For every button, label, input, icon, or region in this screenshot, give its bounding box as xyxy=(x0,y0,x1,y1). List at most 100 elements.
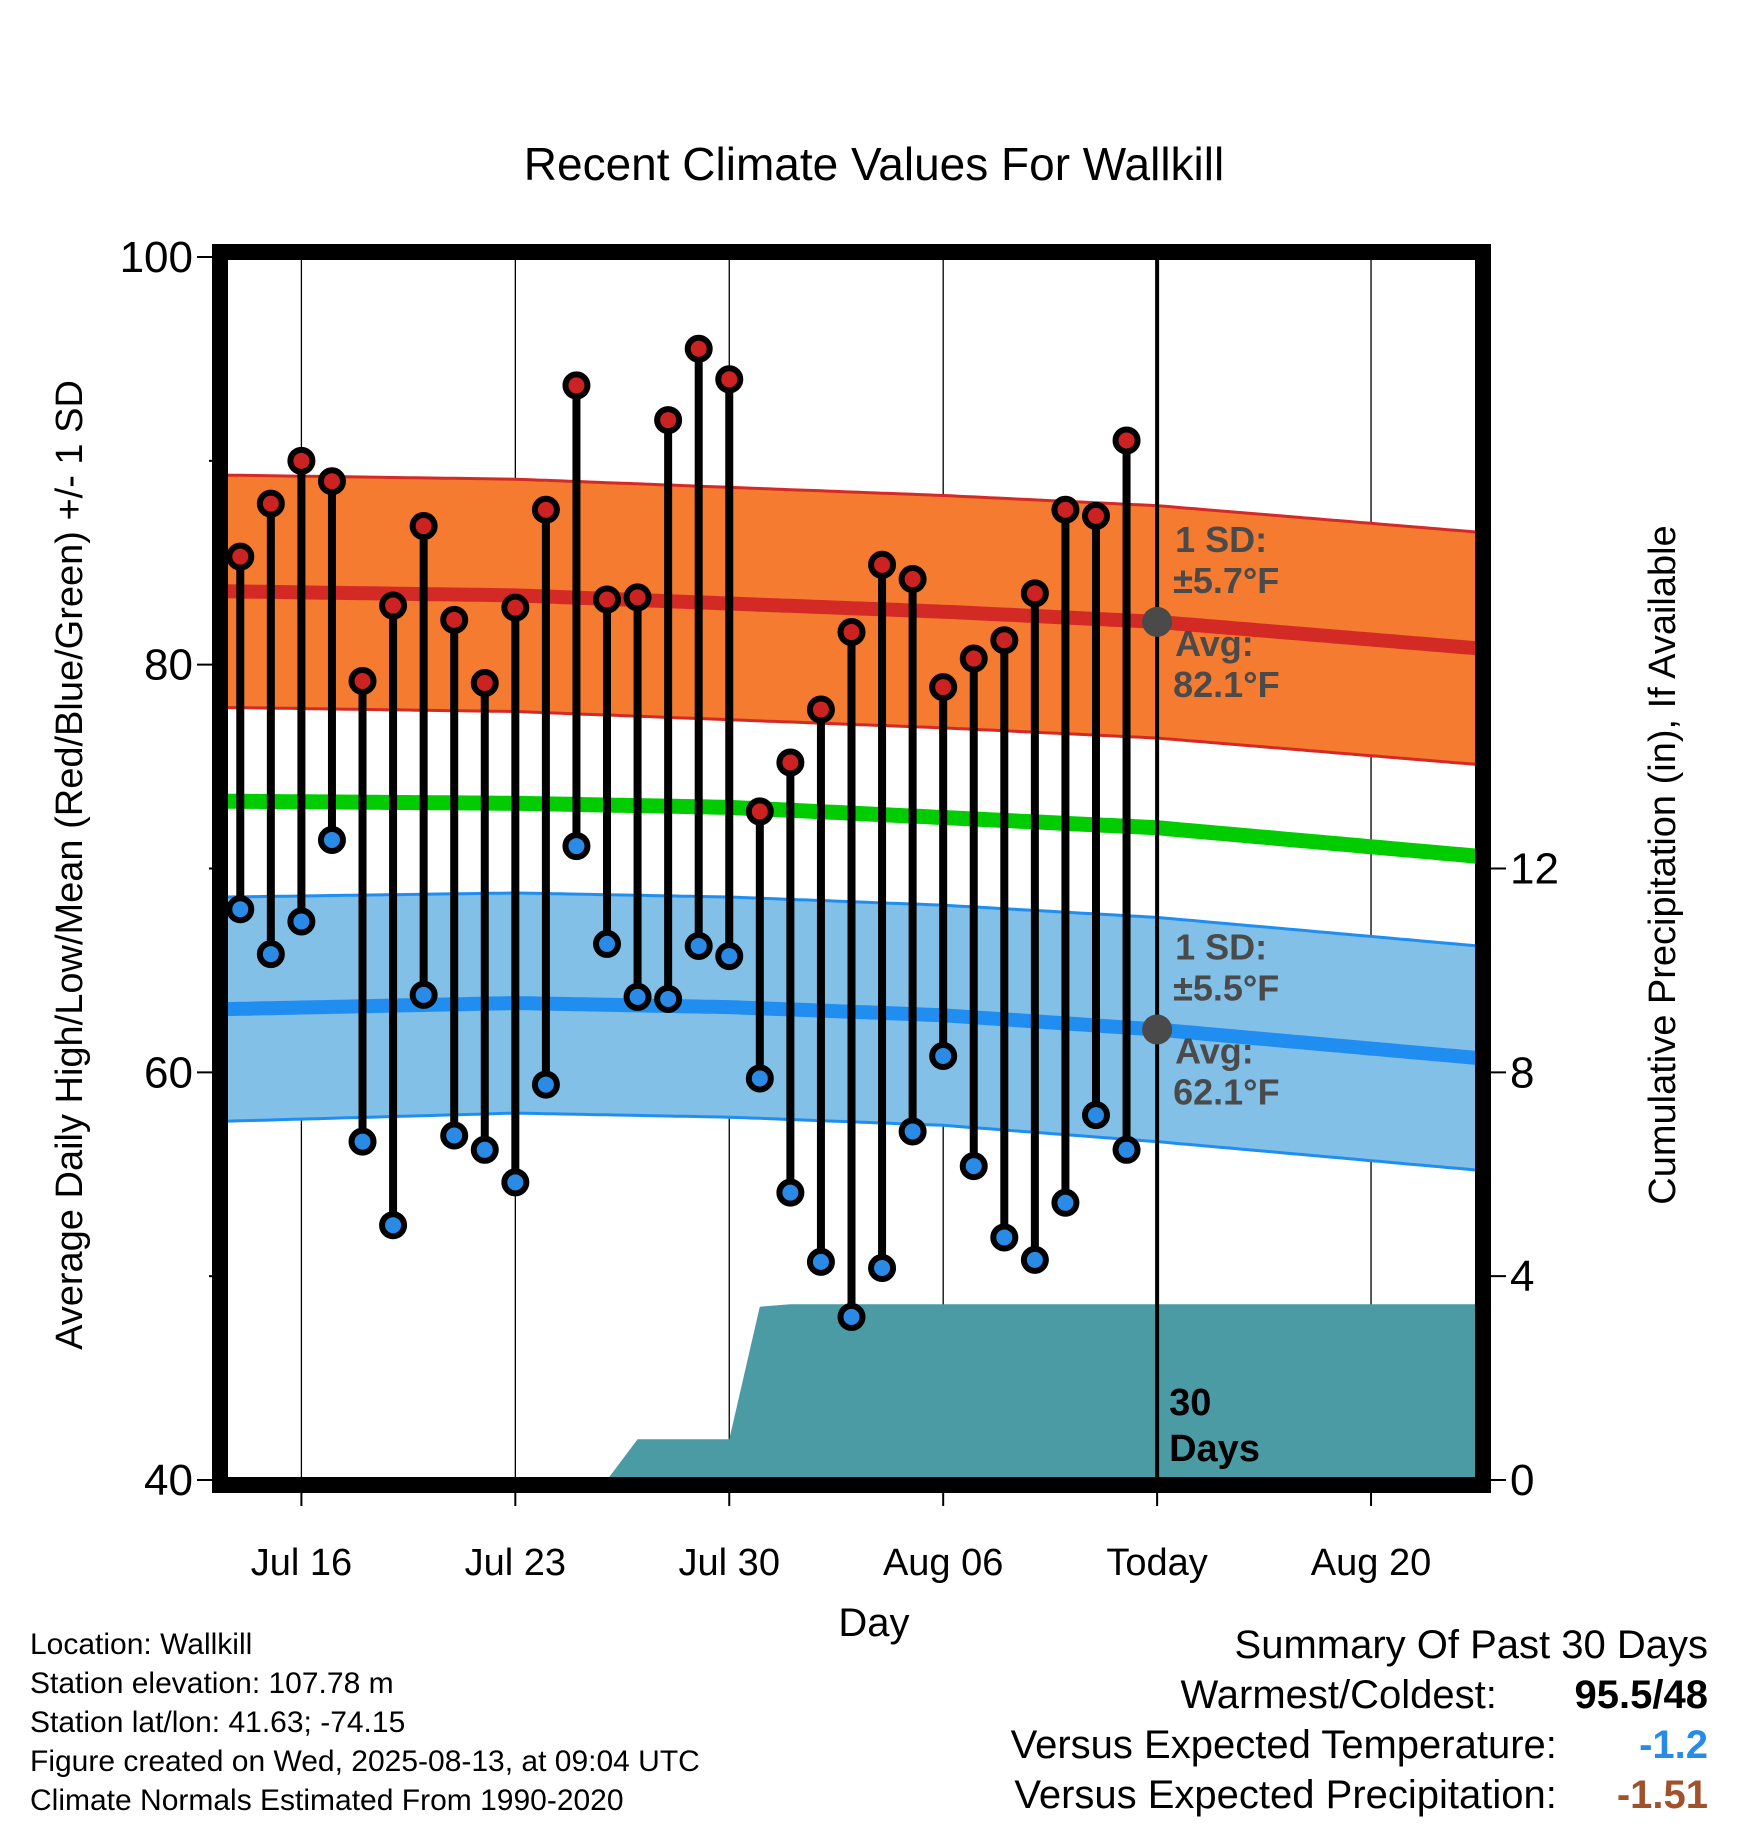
daily-high-point xyxy=(868,550,897,579)
daily-low-point xyxy=(715,942,744,971)
plot-content xyxy=(225,257,1478,1480)
y2-tick-label: 12 xyxy=(1510,845,1559,894)
daily-low-point xyxy=(929,1042,958,1071)
daily-high-point xyxy=(1081,501,1110,530)
daily-low-point xyxy=(806,1247,835,1276)
daily-low-point xyxy=(1112,1135,1141,1164)
daily-high-point xyxy=(256,489,285,518)
climate-normals-note: Climate Normals Estimated From 1990-2020 xyxy=(30,1784,624,1817)
daily-high-point xyxy=(654,406,683,435)
daily-high-point xyxy=(776,748,805,777)
daily-low-point xyxy=(440,1121,469,1150)
daily-high-point xyxy=(287,446,316,475)
x-tick-label: Today xyxy=(1106,1542,1207,1584)
daily-low-point xyxy=(898,1117,927,1146)
daily-low-point xyxy=(470,1135,499,1164)
x-tick-label: Aug 20 xyxy=(1311,1542,1431,1584)
precipitation-area xyxy=(225,1304,1478,1480)
y-tick-label: 60 xyxy=(144,1048,193,1097)
daily-low-point xyxy=(562,832,591,861)
x-tick-label: Jul 23 xyxy=(465,1542,566,1584)
high-normal-line xyxy=(225,584,1478,656)
daily-low-point xyxy=(959,1152,988,1181)
daily-high-point xyxy=(226,542,255,571)
daily-high-point xyxy=(715,365,744,394)
daily-low-point xyxy=(776,1178,805,1207)
daily-high-point xyxy=(623,583,652,612)
daily-low-point xyxy=(654,984,683,1013)
temp-label: Versus Expected Temperature: xyxy=(1010,1723,1557,1767)
x-tick-label: Jul 30 xyxy=(679,1542,780,1584)
summary-warm-cold-row: Warmest/Coldest: 95.5/48 xyxy=(948,1670,1709,1720)
daily-low-point xyxy=(837,1302,866,1331)
y-tick-label: 40 xyxy=(144,1456,193,1505)
high-avg-marker xyxy=(1142,606,1173,637)
daily-high-point xyxy=(593,585,622,614)
summary-precip-row: Versus Expected Precipitation: -1.51 xyxy=(948,1770,1708,1820)
daily-low-point xyxy=(317,825,346,854)
daily-high-point xyxy=(531,495,560,524)
daily-low-point xyxy=(1020,1245,1049,1274)
summary-title: Summary Of Past 30 Days xyxy=(1234,1623,1708,1667)
y2-tick-label: 4 xyxy=(1510,1252,1534,1301)
daily-low-point xyxy=(226,895,255,924)
daily-high-point xyxy=(440,605,469,634)
station-location: Location: Wallkill xyxy=(30,1628,253,1661)
daily-high-point xyxy=(929,673,958,702)
station-latlon: Station lat/lon: 41.63; -74.15 xyxy=(30,1706,406,1739)
daily-low-point xyxy=(287,907,316,936)
daily-high-point xyxy=(837,618,866,647)
daily-high-point xyxy=(806,695,835,724)
station-info: Location: Wallkill Station elevation: 10… xyxy=(30,1625,700,1820)
warm-cold-value: 95.5/48 xyxy=(1574,1673,1708,1717)
daily-low-point xyxy=(745,1064,774,1093)
figure-created: Figure created on Wed, 2025-08-13, at 09… xyxy=(30,1745,700,1778)
daily-low-point xyxy=(593,929,622,958)
daily-high-point xyxy=(562,371,591,400)
daily-high-point xyxy=(470,669,499,698)
y-tick-label: 80 xyxy=(144,641,193,690)
high-avg-label: Avg: xyxy=(1175,623,1254,664)
temp-value: -1.2 xyxy=(1639,1723,1708,1767)
y2-axis-label: Cumulative Precipitation (in), If Availa… xyxy=(1642,525,1684,1204)
daily-low-point xyxy=(379,1211,408,1240)
daily-high-point xyxy=(990,626,1019,655)
low-sd-label: 1 SD: xyxy=(1175,927,1267,968)
x-axis-label: Day xyxy=(838,1601,909,1645)
daily-low-point xyxy=(409,980,438,1009)
daily-high-point xyxy=(1051,495,1080,524)
precip-value: -1.51 xyxy=(1616,1773,1708,1817)
y2-tick-label: 0 xyxy=(1510,1456,1534,1505)
daily-high-point xyxy=(1020,579,1049,608)
x-tick-label: Aug 06 xyxy=(883,1542,1003,1584)
y-tick-label: 100 xyxy=(120,233,193,282)
high-sd-upper-line xyxy=(225,473,1478,534)
x-tick-label: Jul 16 xyxy=(251,1542,352,1584)
summary-temp-row: Versus Expected Temperature: -1.2 xyxy=(948,1720,1708,1770)
today-window-label: 30 xyxy=(1169,1382,1211,1424)
high-sd-label: 1 SD: xyxy=(1175,519,1267,560)
daily-high-point xyxy=(501,593,530,622)
daily-high-point xyxy=(745,797,774,826)
daily-low-point xyxy=(1081,1101,1110,1130)
daily-low-point xyxy=(348,1127,377,1156)
daily-high-point xyxy=(898,565,927,594)
daily-high-point xyxy=(684,334,713,363)
warm-cold-label: Warmest/Coldest: xyxy=(1180,1673,1497,1717)
daily-high-point xyxy=(959,644,988,673)
summary-panel: Summary Of Past 30 Days Warmest/Coldest:… xyxy=(948,1620,1708,1820)
high-avg-value: 82.1°F xyxy=(1173,664,1279,705)
low-sd-value: ±5.5°F xyxy=(1173,968,1279,1009)
high-sd-value: ±5.7°F xyxy=(1173,560,1279,601)
daily-high-point xyxy=(348,666,377,695)
chart-title: Recent Climate Values For Wallkill xyxy=(524,138,1224,190)
daily-low-point xyxy=(868,1254,897,1283)
y-axis-label: Average Daily High/Low/Mean (Red/Blue/Gr… xyxy=(49,380,91,1350)
daily-high-point xyxy=(379,591,408,620)
y2-tick-label: 8 xyxy=(1510,1048,1534,1097)
daily-low-point xyxy=(501,1168,530,1197)
precip-label: Versus Expected Precipitation: xyxy=(1014,1773,1557,1817)
daily-high-point xyxy=(409,512,438,541)
